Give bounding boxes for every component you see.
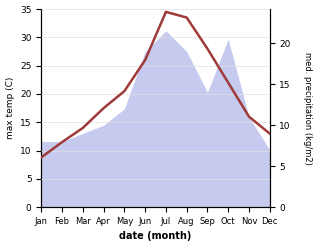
Y-axis label: med. precipitation (kg/m2): med. precipitation (kg/m2): [303, 52, 313, 165]
Y-axis label: max temp (C): max temp (C): [5, 77, 15, 139]
X-axis label: date (month): date (month): [119, 231, 192, 242]
